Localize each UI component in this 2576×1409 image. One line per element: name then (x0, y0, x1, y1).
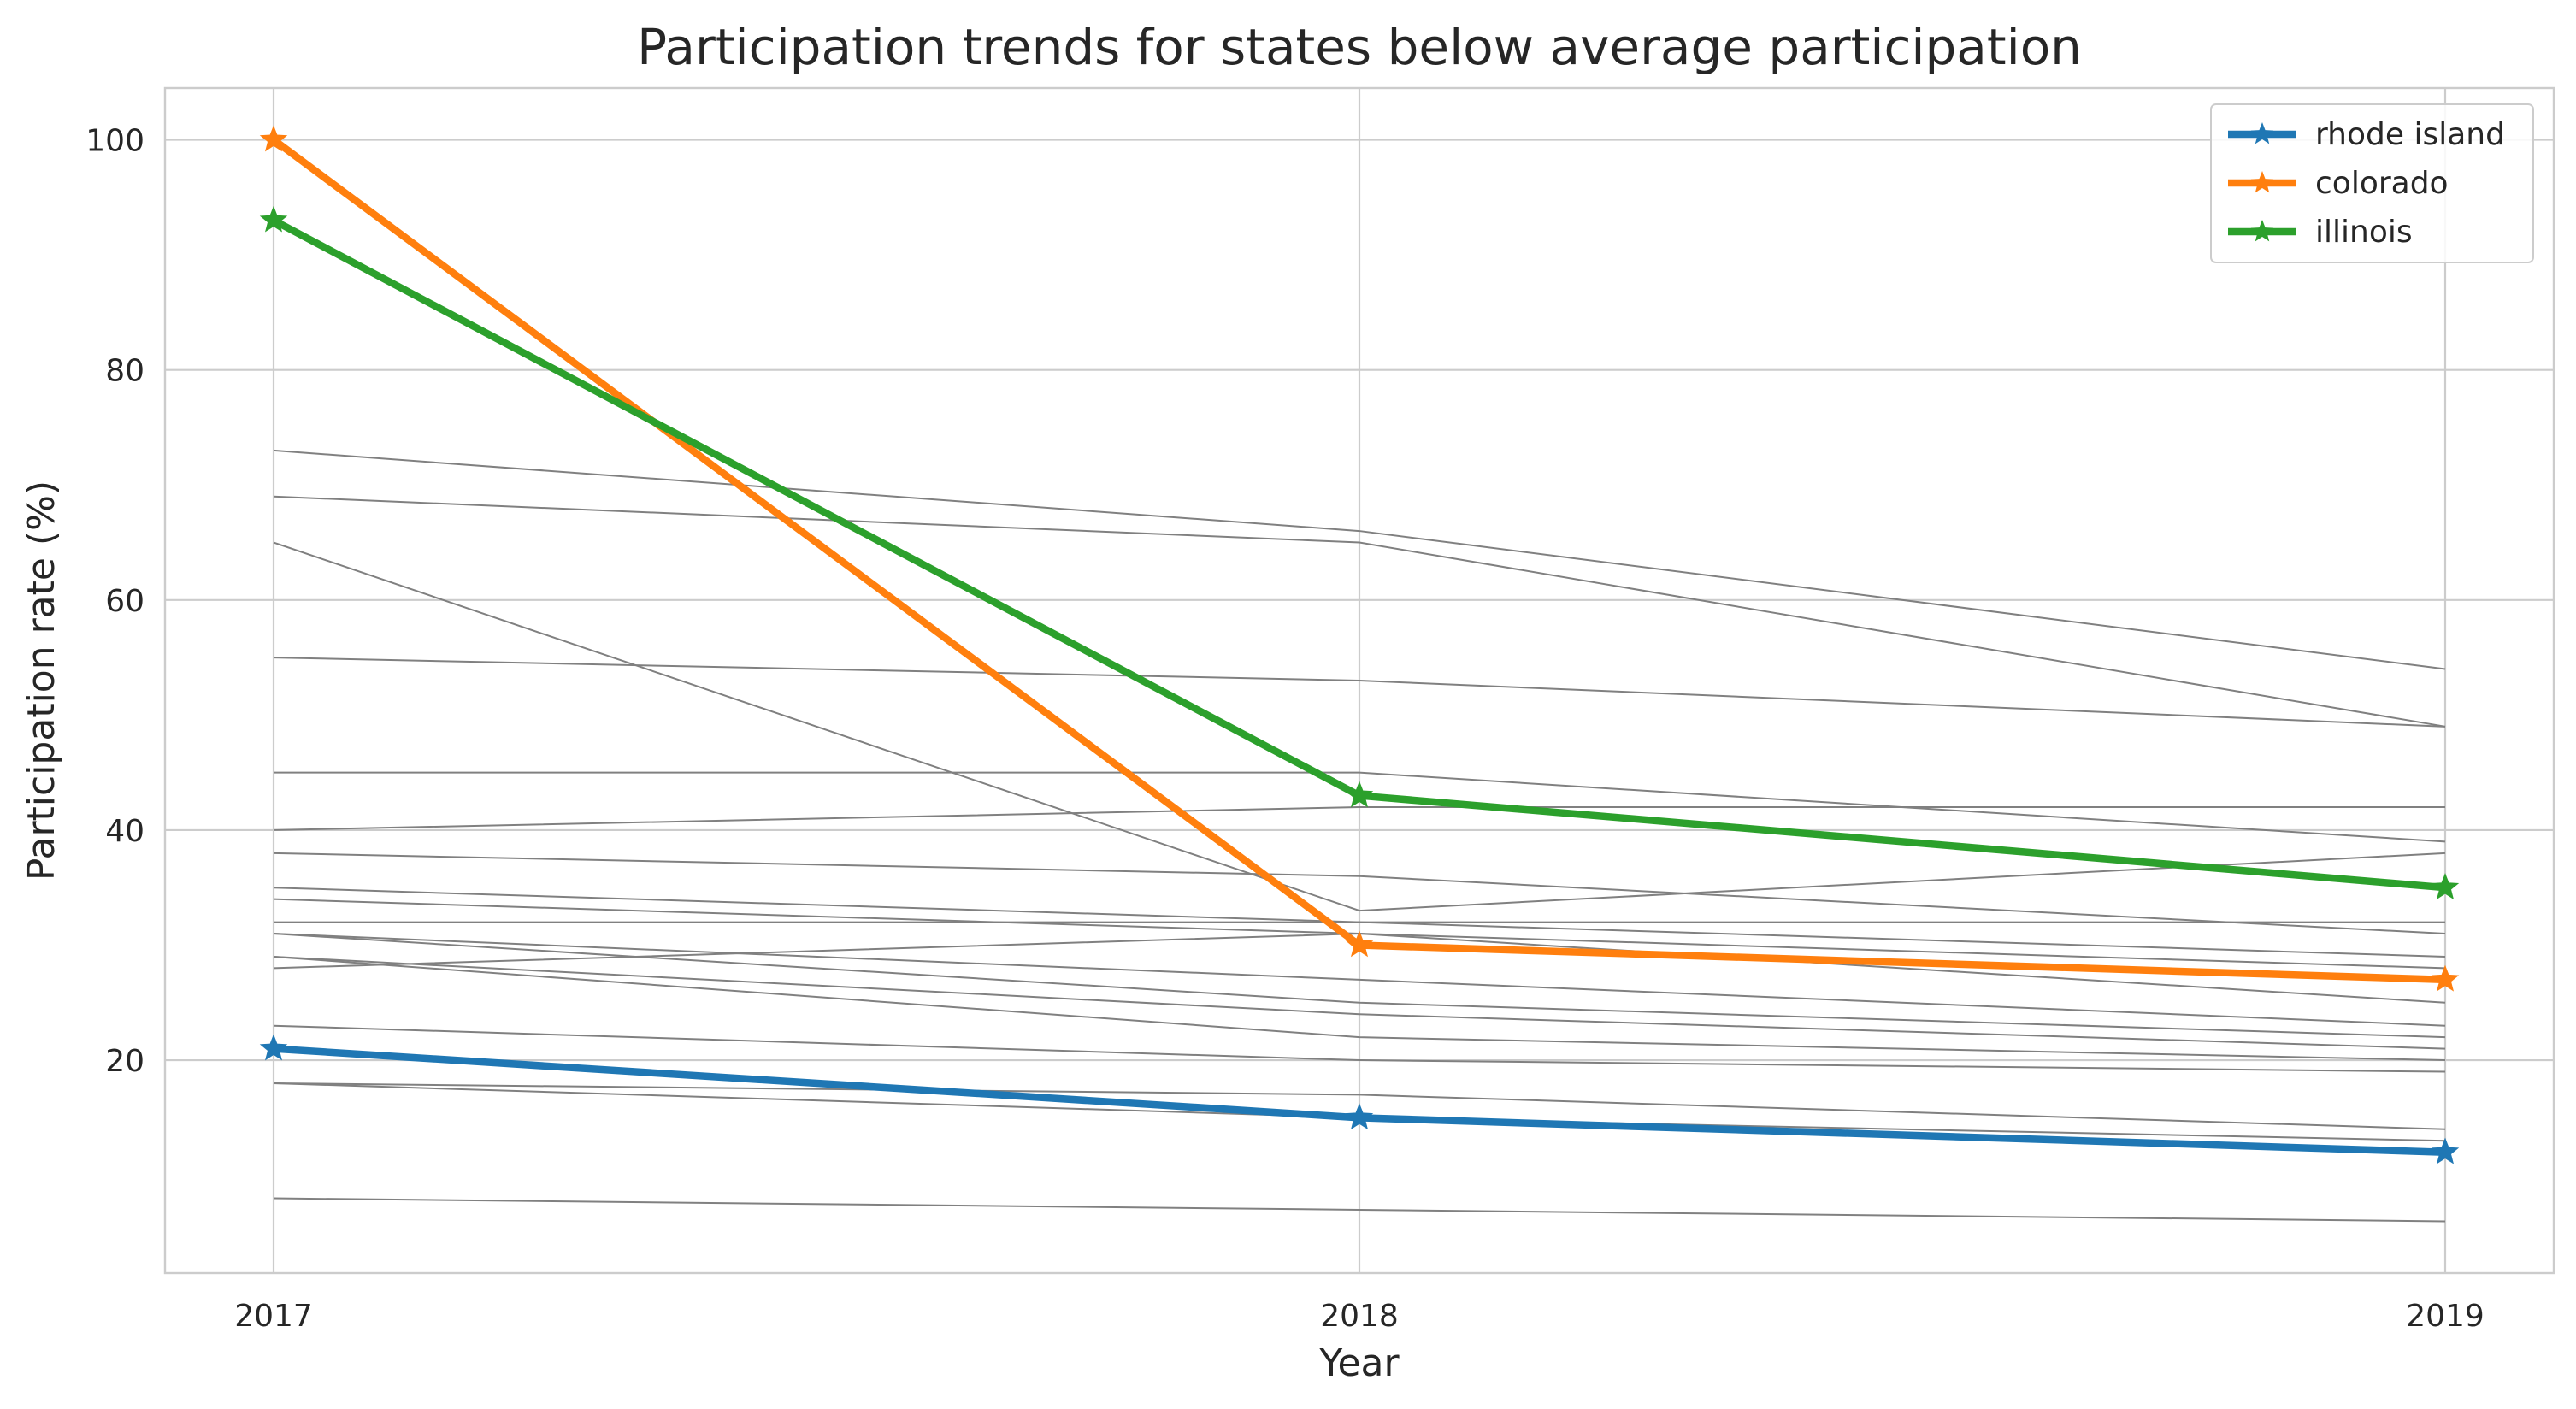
highlighted-series (259, 125, 2460, 1164)
data-point-colorado (2431, 964, 2460, 992)
background-series (273, 449, 2446, 1223)
background-series-line (273, 449, 2446, 670)
legend-label: rhode island (2315, 117, 2505, 152)
data-point-rhode-island (259, 1034, 288, 1061)
background-series-line (274, 771, 2446, 843)
data-point-illinois (1345, 781, 1374, 808)
y-tick-label: 60 (105, 584, 144, 619)
background-series-line (273, 495, 2446, 728)
x-tick-label: 2018 (1320, 1299, 1399, 1334)
background-series-line (273, 852, 2446, 935)
background-series-line (273, 806, 2445, 831)
legend-label: colorado (2315, 166, 2449, 201)
x-tick-label: 2019 (2406, 1299, 2485, 1334)
background-series-line (273, 657, 2446, 728)
series-rhode-island (259, 1034, 2460, 1164)
y-axis-label: Participation rate (%) (20, 480, 63, 881)
data-point-rhode-island (2431, 1137, 2460, 1164)
series-illinois (259, 205, 2460, 900)
legend-marker (2250, 122, 2274, 144)
background-series-line (273, 1197, 2446, 1223)
background-series-line (273, 1024, 2446, 1073)
x-tick-label: 2017 (234, 1299, 313, 1334)
y-tick-label: 20 (105, 1044, 144, 1079)
x-axis-label: Year (1318, 1341, 1400, 1385)
background-series-line (273, 955, 2446, 1062)
tick-labels: 20 40 60 80 100 2017 2018 2019 (85, 124, 2485, 1334)
background-series-line (273, 933, 2446, 1027)
background-series-line (273, 1082, 2446, 1130)
y-tick-label: 80 (105, 354, 144, 389)
y-tick-label: 40 (105, 814, 144, 849)
data-point-illinois (259, 205, 288, 233)
y-tick-label: 100 (85, 124, 144, 159)
legend-box (2210, 103, 2534, 263)
legend-marker (2250, 171, 2274, 193)
chart-title: Participation trends for states below av… (637, 18, 2082, 76)
data-point-colorado (1345, 930, 1374, 958)
data-point-colorado (259, 125, 288, 152)
data-point-illinois (2431, 873, 2460, 900)
background-series-line (273, 955, 2446, 1050)
legend: rhode island colorado illinois (2210, 103, 2534, 263)
legend-label: illinois (2315, 215, 2413, 250)
legend-item-colorado: colorado (2228, 166, 2449, 201)
data-point-rhode-island (1345, 1103, 1374, 1130)
legend-item-rhode-island: rhode island (2228, 117, 2505, 152)
legend-item-illinois: illinois (2228, 215, 2413, 250)
plot-frame (163, 86, 2555, 1275)
legend-marker (2250, 220, 2274, 242)
